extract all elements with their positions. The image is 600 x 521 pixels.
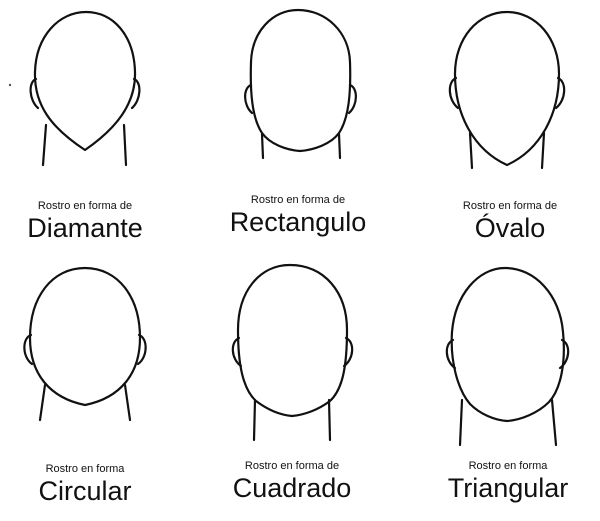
caption-oval: Rostro en forma de Óvalo bbox=[430, 200, 590, 243]
caption-circle: Rostro en forma Circular bbox=[10, 463, 160, 506]
caption-diamond-small: Rostro en forma de bbox=[37, 200, 133, 212]
stray-dot bbox=[8, 83, 12, 87]
caption-triangle-small: Rostro en forma bbox=[468, 460, 548, 472]
caption-circle-small: Rostro en forma bbox=[45, 463, 125, 475]
caption-circle-large: Circular bbox=[38, 476, 132, 506]
face-rectangle bbox=[244, 8, 357, 160]
caption-triangle-large: Triangular bbox=[447, 473, 569, 503]
face-triangle bbox=[445, 266, 570, 447]
caption-oval-small: Rostro en forma de bbox=[462, 200, 558, 212]
caption-rectangle: Rostro en forma de Rectangulo bbox=[222, 194, 374, 237]
caption-square-small: Rostro en forma de bbox=[244, 460, 340, 472]
caption-square: Rostro en forma de Cuadrado bbox=[212, 460, 372, 503]
caption-triangle: Rostro en forma Triangular bbox=[428, 460, 588, 503]
caption-diamond: Rostro en forma de Diamante bbox=[10, 200, 160, 243]
caption-square-large: Cuadrado bbox=[232, 473, 352, 503]
caption-rectangle-small: Rostro en forma de bbox=[250, 194, 346, 206]
caption-oval-large: Óvalo bbox=[474, 213, 546, 243]
caption-rectangle-large: Rectangulo bbox=[229, 207, 367, 237]
face-diamond bbox=[29, 10, 141, 167]
caption-diamond-large: Diamante bbox=[27, 213, 143, 243]
face-square bbox=[231, 263, 354, 442]
face-oval bbox=[448, 10, 566, 170]
face-circle bbox=[23, 266, 147, 422]
